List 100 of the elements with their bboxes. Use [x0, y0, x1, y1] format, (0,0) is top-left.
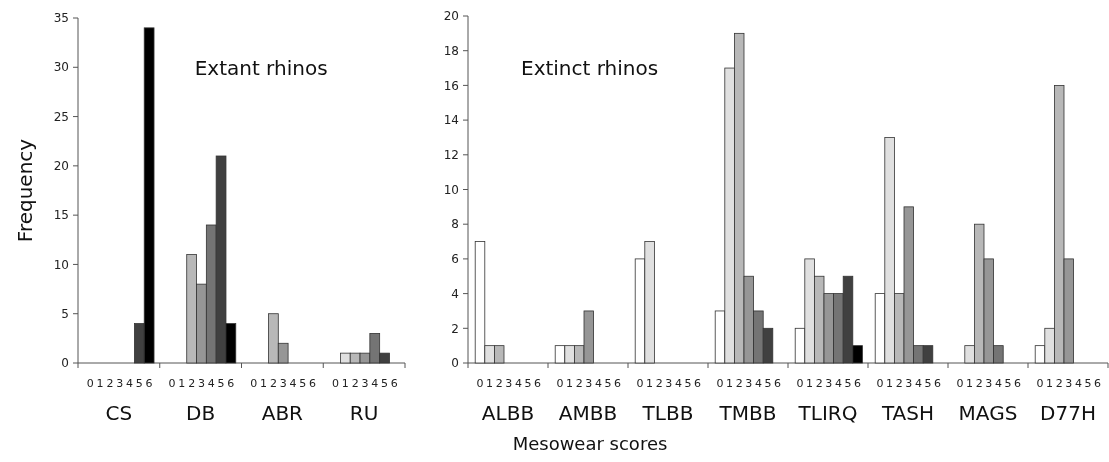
text: 3 — [279, 377, 287, 390]
text: 3 — [985, 377, 993, 390]
text: 2 — [815, 377, 823, 390]
text: 1 — [646, 377, 654, 390]
text: 5 — [524, 377, 532, 390]
text: 0 — [168, 377, 176, 390]
text: 2 — [895, 377, 903, 390]
text: 4 — [514, 377, 522, 390]
text: 5 — [381, 377, 389, 390]
text: 0 — [716, 377, 724, 390]
series-label: 4 — [207, 377, 215, 390]
text: 3 — [505, 377, 513, 390]
annotation: Extant rhinos — [194, 56, 328, 80]
text: 6 — [1094, 377, 1102, 390]
series-label: 5 — [764, 377, 772, 390]
text: 5 — [1004, 377, 1012, 390]
text: 3 — [825, 377, 833, 390]
text: 4 — [914, 377, 922, 390]
x-tick-label: RU — [349, 401, 379, 425]
text: 6 — [534, 377, 542, 390]
text: 1 — [886, 377, 894, 390]
text: 1 — [806, 377, 814, 390]
series-label: 6 — [854, 377, 862, 390]
text: 2 — [975, 377, 983, 390]
y-tick-label: 2 — [451, 321, 459, 336]
text: 1 — [260, 377, 268, 390]
text: 5 — [604, 377, 612, 390]
x-tick-label: D77H — [1040, 401, 1096, 425]
text: 3 — [665, 377, 673, 390]
y-tick-label: 20 — [53, 159, 69, 174]
y-tick-label: 15 — [53, 208, 69, 223]
text: 6 — [390, 377, 398, 390]
text: 1 — [726, 377, 734, 390]
series-label: 2 — [495, 377, 503, 390]
y-tick-label: 5 — [61, 306, 69, 321]
text: 1 — [178, 377, 186, 390]
y-tick-label: 4 — [451, 286, 459, 301]
text: 3 — [1065, 377, 1073, 390]
y-tick-label: 10 — [443, 182, 459, 197]
text: 4 — [834, 377, 842, 390]
y-tick-label: 0 — [451, 356, 459, 371]
text: 6 — [309, 377, 317, 390]
text: 2 — [351, 377, 359, 390]
y-tick-label: 14 — [443, 113, 459, 128]
text: 0 — [956, 377, 964, 390]
y-tick-label: 16 — [443, 78, 459, 93]
text: 3 — [905, 377, 913, 390]
text: 4 — [126, 377, 133, 390]
text: 3 — [745, 377, 753, 390]
text: 5 — [217, 377, 225, 390]
x-tick-label: MAGS — [958, 401, 1018, 425]
text: 6 — [614, 377, 622, 390]
y-tick-label: 20 — [443, 9, 459, 24]
series-label: 4 — [754, 377, 762, 390]
series-label: 1 — [341, 377, 349, 390]
text: 5 — [299, 377, 307, 390]
text: 1 — [966, 377, 974, 390]
text: 0 — [876, 377, 884, 390]
series-label: 5 — [135, 377, 143, 390]
x-tick-label: ALBB — [481, 401, 535, 425]
text: 6 — [694, 377, 702, 390]
annotation: Extinct rhinos — [521, 56, 659, 80]
series-label: 3 — [197, 377, 205, 390]
text: 0 — [86, 377, 94, 390]
text: 6 — [1014, 377, 1022, 390]
text: 2 — [655, 377, 663, 390]
y-axis-title: Frequency — [13, 138, 37, 243]
text: 5 — [924, 377, 932, 390]
y-tick-label: 12 — [443, 148, 459, 162]
text: 4 — [994, 377, 1002, 390]
series-label: 2 — [188, 377, 196, 390]
x-tick-label: ABR — [261, 401, 304, 425]
text: 2 — [106, 377, 114, 390]
text: 4 — [674, 377, 682, 390]
text: 2 — [735, 377, 743, 390]
text: 5 — [684, 377, 692, 390]
text: 0 — [332, 377, 340, 390]
text: 4 — [594, 377, 602, 390]
text: 6 — [774, 377, 782, 390]
text: 1 — [1046, 377, 1054, 390]
text: 2 — [575, 377, 583, 390]
x-tick-label: TLIRQ — [797, 401, 858, 425]
series-label: 3 — [585, 377, 593, 390]
x-tick-label: TLBB — [641, 401, 694, 425]
series-label: 0 — [476, 377, 484, 390]
y-tick-label: 25 — [53, 109, 69, 124]
text: 5 — [844, 377, 852, 390]
text: 4 — [371, 377, 379, 390]
series-label: 1 — [486, 377, 494, 390]
text: 5 — [1084, 377, 1092, 390]
x-tick-label: DB — [186, 401, 216, 425]
x-tick-label: AMBB — [558, 401, 618, 425]
x-axis-title: Mesowear scores — [512, 433, 668, 454]
text: 2 — [1055, 377, 1063, 390]
x-tick-label: TASH — [880, 401, 935, 425]
text: 1 — [96, 377, 104, 390]
y-tick-label: 8 — [451, 217, 459, 232]
text: 0 — [556, 377, 564, 390]
text: 0 — [796, 377, 804, 390]
text: 2 — [269, 377, 277, 390]
